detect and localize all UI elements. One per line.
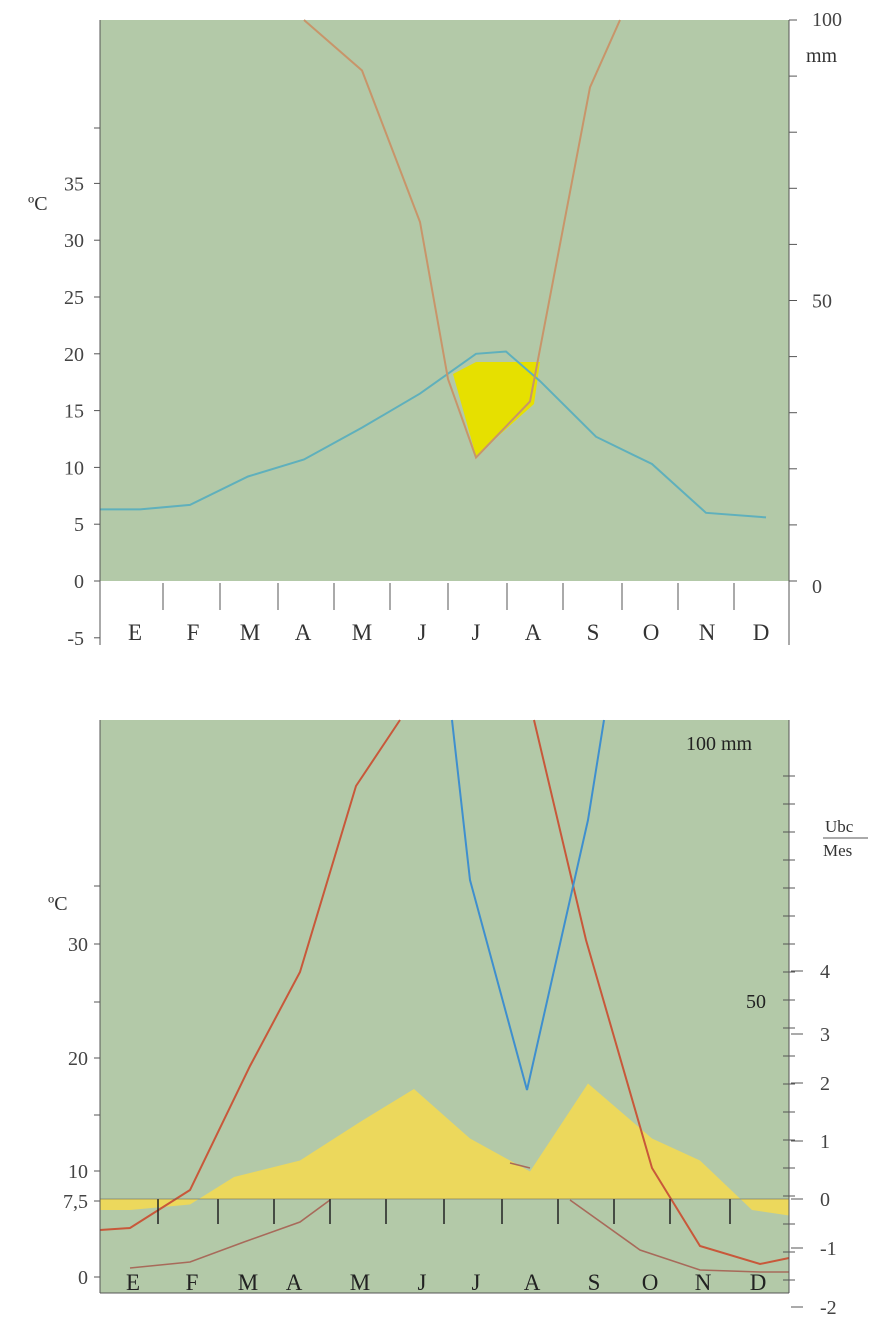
top-left-tick-label: 5 — [74, 514, 84, 536]
bottom-right-tick-label: -2 — [820, 1297, 837, 1319]
top-month-label: A — [295, 620, 312, 645]
top-left-tick-label: 30 — [64, 230, 84, 252]
bottom-left-unit: ºC — [48, 893, 68, 915]
bottom-month-label: F — [186, 1270, 199, 1295]
bottom-right-tick-label: 1 — [820, 1131, 830, 1153]
bottom-fraction-denominator: Mes — [823, 841, 852, 860]
top-month-label: M — [352, 620, 372, 645]
bottom-right-tick-label: 3 — [820, 1024, 830, 1046]
bottom-balance-area — [100, 1083, 789, 1216]
bottom-fraction-numerator: Ubc — [825, 817, 854, 836]
top-arid-area — [453, 362, 540, 456]
top-right-tick-label: 100 — [812, 9, 842, 31]
top-left-tick-label: 20 — [64, 344, 84, 366]
bottom-month-label: M — [350, 1270, 370, 1295]
bottom-month-label: S — [588, 1270, 601, 1295]
bottom-precipitation-line-right — [533, 719, 790, 1266]
top-month-label: N — [699, 620, 716, 645]
bottom-left-tick-label: 10 — [68, 1161, 88, 1183]
bottom-month-label: M — [238, 1270, 258, 1295]
bottom-right-tick-label: 0 — [820, 1189, 830, 1211]
bottom-right-top-label: 100 mm — [686, 733, 753, 755]
bottom-month-label: E — [126, 1270, 140, 1295]
top-left-tick-label: 15 — [64, 401, 84, 423]
top-month-label: M — [240, 620, 260, 645]
top-left-tick-label: 35 — [64, 173, 84, 195]
bottom-lower-line-left — [129, 1199, 331, 1269]
top-left-unit: ºC — [28, 193, 48, 215]
bottom-left-tick-label: 20 — [68, 1048, 88, 1070]
top-left-tick-label: -5 — [67, 628, 84, 650]
bottom-precipitation-line-left — [99, 719, 401, 1231]
top-right-tick-label: 0 — [812, 576, 822, 598]
bottom-balance-fill-group — [100, 1083, 789, 1216]
top-month-label: E — [128, 620, 142, 645]
top-month-label: S — [587, 620, 600, 645]
bottom-month-label: D — [750, 1270, 767, 1295]
bottom-month-label: J — [418, 1270, 427, 1295]
top-lines-group — [100, 19, 767, 519]
bottom-right-tick-label: -1 — [820, 1238, 837, 1260]
top-right-tick-label: 50 — [812, 291, 832, 313]
top-left-tick-label: 25 — [64, 287, 84, 309]
bottom-month-label: N — [695, 1270, 712, 1295]
top-right-unit: mm — [806, 45, 838, 67]
bottom-lines-group — [99, 719, 790, 1273]
bottom-right-tick-label: 2 — [820, 1073, 830, 1095]
top-month-label: J — [418, 620, 427, 645]
top-month-label: O — [643, 620, 660, 645]
bottom-month-label: A — [286, 1270, 303, 1295]
top-precipitation-line — [303, 19, 621, 460]
top-month-label: J — [472, 620, 481, 645]
bottom-lower-line-right — [569, 1199, 789, 1273]
bottom-right-tick-label: 4 — [820, 961, 830, 983]
top-month-label: F — [187, 620, 200, 645]
top-left-tick-label: 10 — [64, 457, 84, 479]
bottom-month-label: J — [472, 1270, 481, 1295]
top-month-label: D — [753, 620, 770, 645]
top-plot-area — [100, 20, 789, 581]
bottom-month-label: A — [524, 1270, 541, 1295]
bottom-lower-line-mid — [509, 1162, 531, 1169]
top-left-tick-label: 0 — [74, 571, 84, 593]
top-arid-fill-group — [453, 362, 540, 456]
bottom-left-tick-label: 0 — [78, 1267, 88, 1289]
bottom-left-tick-label: 7,5 — [63, 1191, 88, 1213]
bottom-temperature-line — [451, 719, 605, 1091]
bottom-right-mid-label: 50 — [746, 991, 766, 1013]
top-month-label: A — [525, 620, 542, 645]
bottom-month-label: O — [642, 1270, 659, 1295]
bottom-left-tick-label: 30 — [68, 934, 88, 956]
